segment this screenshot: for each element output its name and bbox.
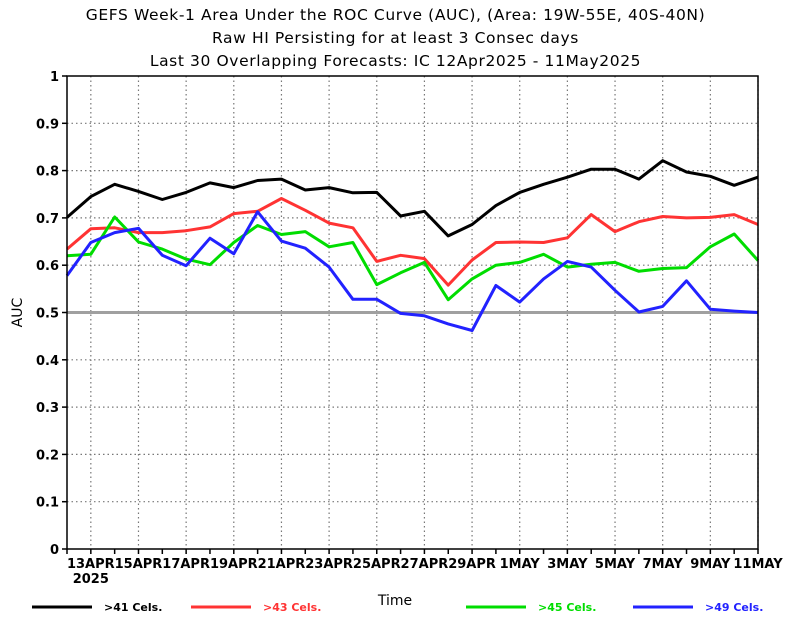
- y-tick-label: 0.9: [36, 117, 59, 132]
- x-tick-label: 17APR: [162, 557, 210, 572]
- y-tick-label: 0.3: [36, 401, 59, 416]
- x-tick-label: 7MAY: [643, 557, 684, 572]
- series-line: [66, 197, 759, 287]
- y-tick-label: 0.6: [36, 259, 59, 274]
- y-tick-label: 1: [50, 70, 59, 85]
- x-tick-label: 15APR: [115, 557, 163, 572]
- x-tick-label: 29APR: [448, 557, 496, 572]
- x-tick-year-label: 2025: [73, 572, 109, 587]
- y-axis-title: AUC: [10, 297, 26, 327]
- legend-label: >49 Cels.: [705, 601, 763, 614]
- x-tick-label: 9MAY: [690, 557, 731, 572]
- legend-label: >45 Cels.: [538, 601, 596, 614]
- series-line: [66, 159, 759, 238]
- y-tick-label: 0.5: [36, 307, 59, 322]
- y-axis: 0 0.1 0.2 0.3 0.4 0.5 0.6 0.7 0.8 0.9 1: [36, 70, 67, 558]
- y-tick-label: 0: [50, 543, 59, 558]
- y-tick-label: 0.7: [36, 212, 59, 227]
- x-tick-label: 21APR: [258, 557, 306, 572]
- legend: >41 Cels. >43 Cels. >45 Cels. >49 Cels.: [32, 601, 763, 614]
- chart-subtitle: Raw HI Persisting for at least 3 Consec …: [212, 29, 579, 47]
- legend-label: >41 Cels.: [104, 601, 162, 614]
- series-line: [65, 210, 759, 332]
- x-tick-label: 23APR: [305, 557, 353, 572]
- x-tick-label: 5MAY: [595, 557, 636, 572]
- x-axis-title: Time: [377, 593, 412, 609]
- x-tick-label: 1MAY: [500, 557, 541, 572]
- x-axis: 13APR 15APR 17APR 19APR 21APR 23APR 25APR 27APR…: [66, 549, 783, 587]
- x-tick-label: 13APR: [67, 557, 115, 572]
- y-tick-label: 0.1: [36, 496, 59, 511]
- legend-label: >43 Cels.: [263, 601, 321, 614]
- chart-title: GEFS Week-1 Area Under the ROC Curve (AU…: [85, 6, 706, 24]
- y-tick-label: 0.2: [36, 448, 59, 463]
- series-lines: [65, 159, 760, 332]
- x-tick-label: 19APR: [210, 557, 258, 572]
- y-tick-label: 0.4: [36, 354, 59, 369]
- x-tick-label: 3MAY: [547, 557, 588, 572]
- x-tick-label: 25APR: [353, 557, 401, 572]
- chart-forecast-range: Last 30 Overlapping Forecasts: IC 12Apr2…: [149, 52, 642, 70]
- y-tick-label: 0.8: [36, 165, 59, 180]
- series-line: [66, 215, 760, 302]
- x-tick-label: 11MAY: [733, 557, 783, 572]
- x-tick-label: 27APR: [401, 557, 449, 572]
